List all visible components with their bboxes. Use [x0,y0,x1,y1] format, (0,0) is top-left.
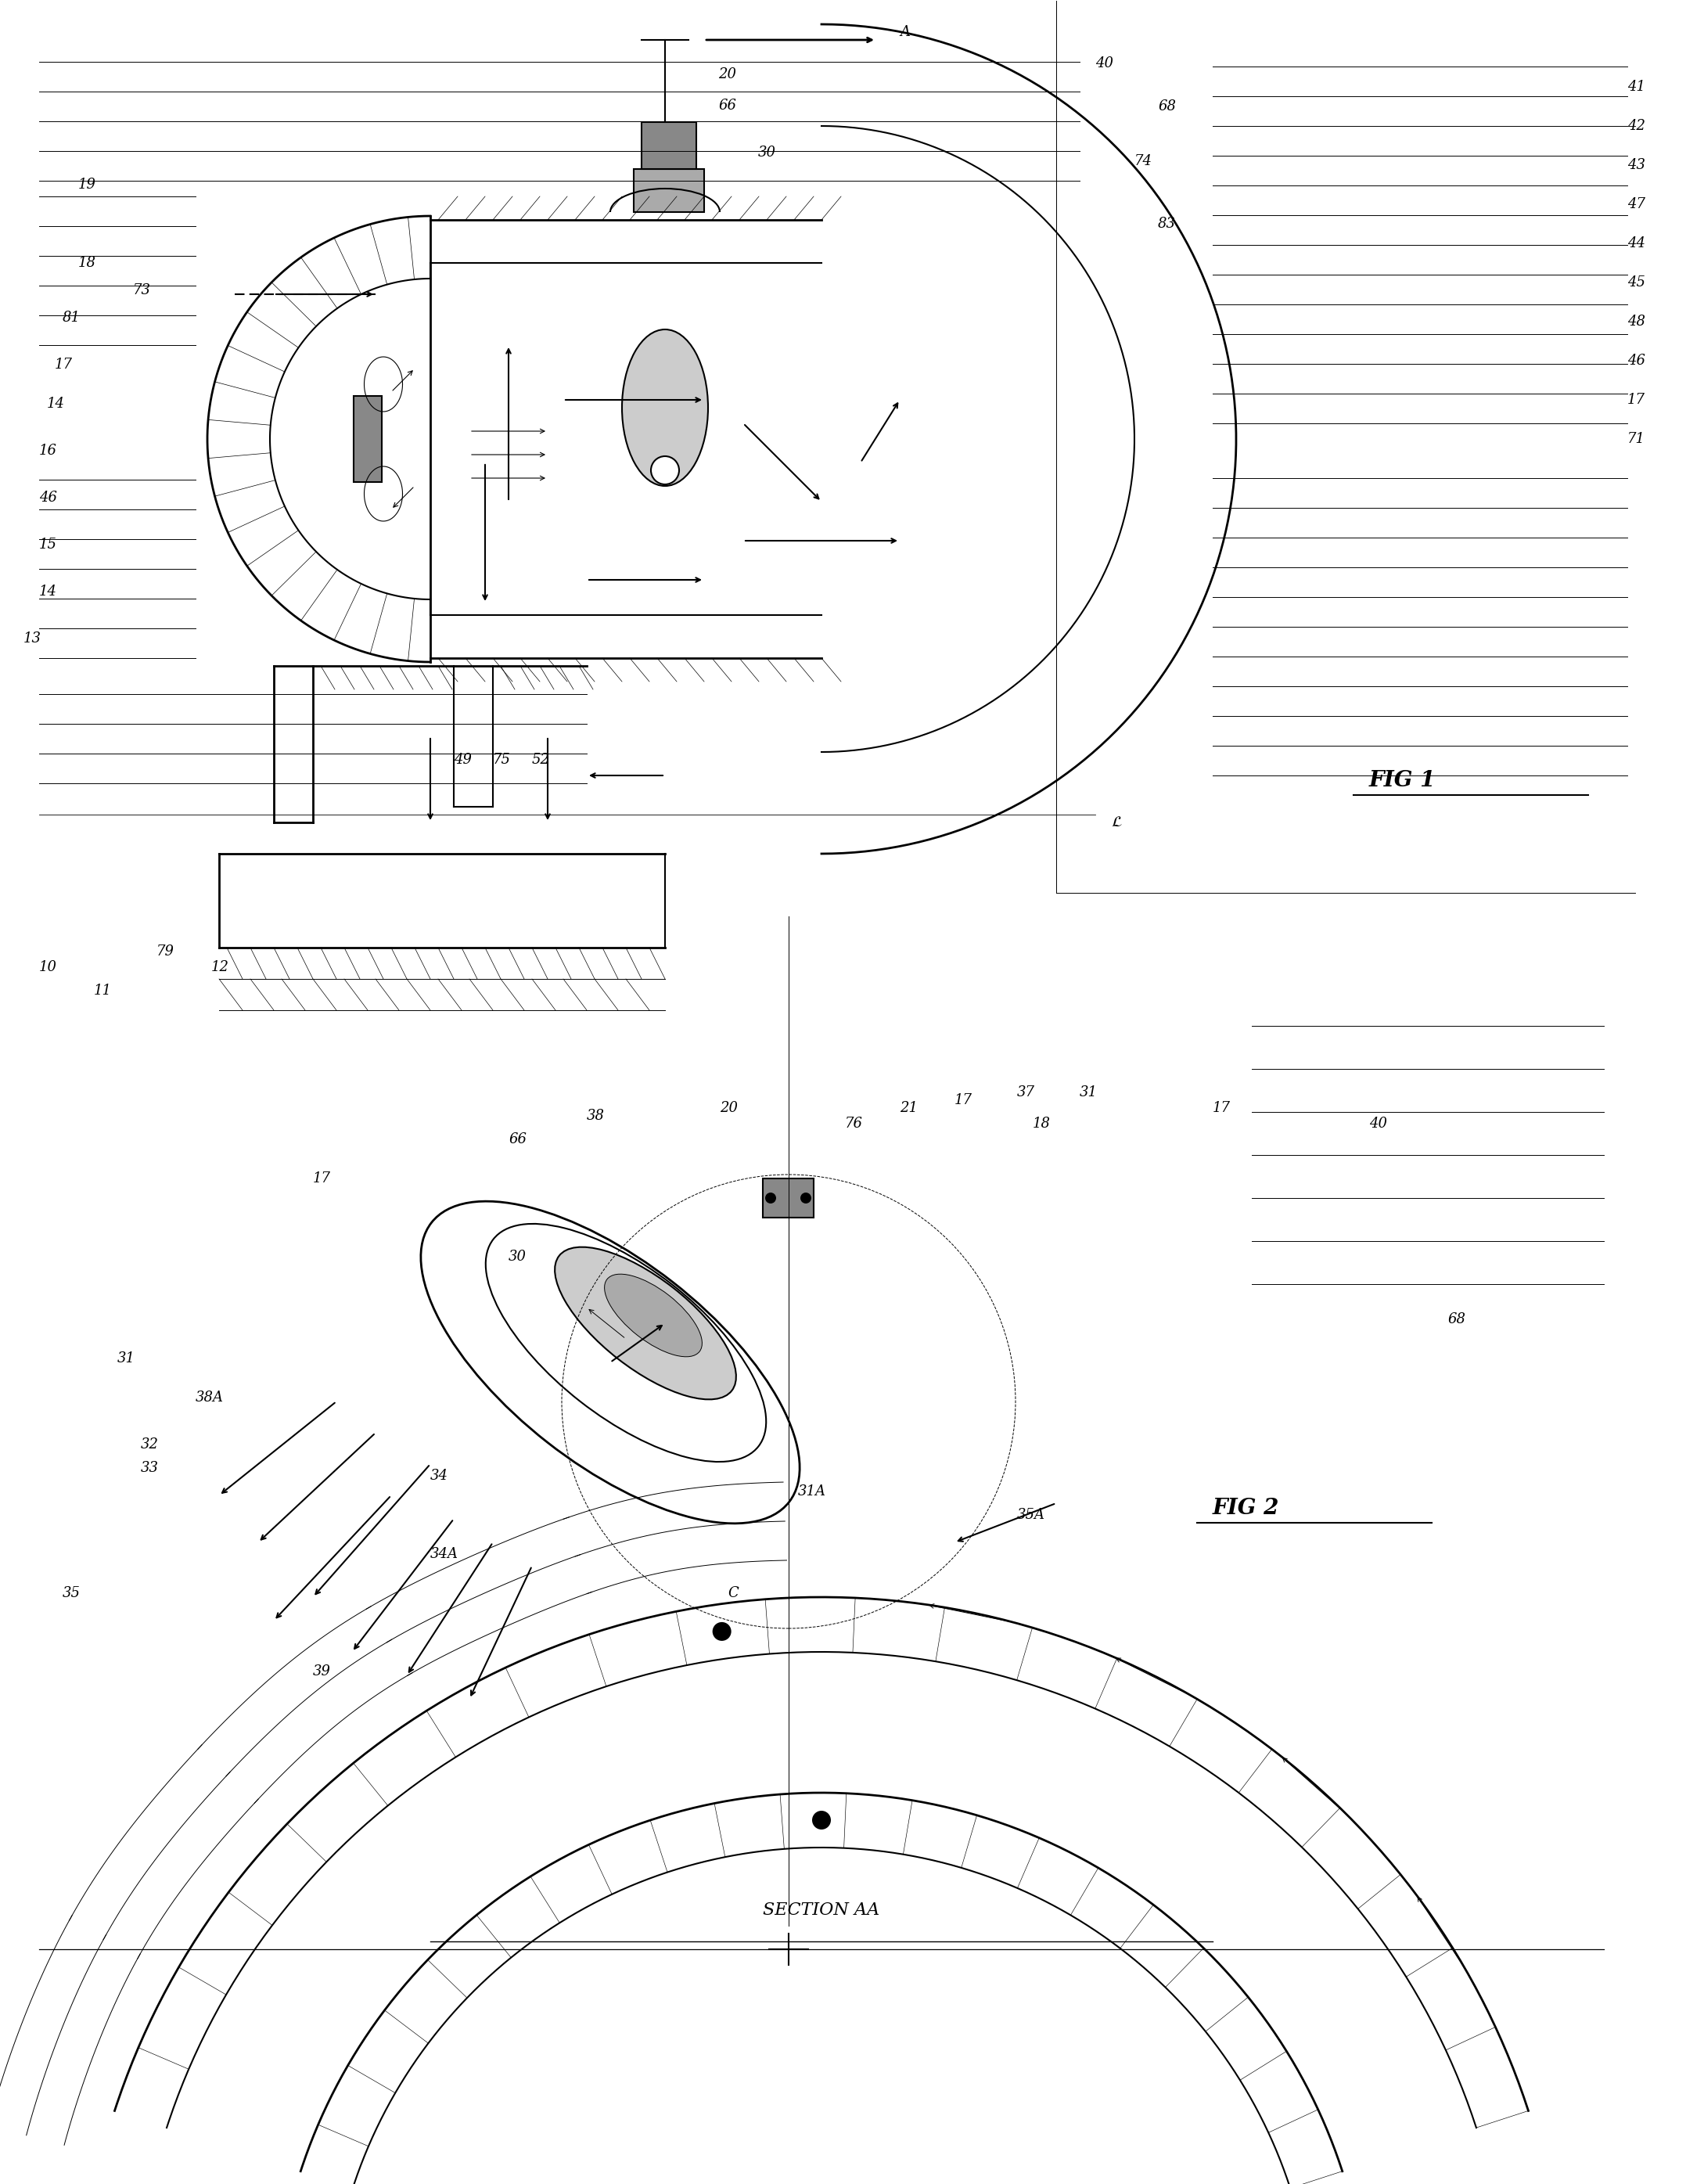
Ellipse shape [622,330,709,487]
Text: 66: 66 [508,1131,527,1147]
Text: 34A: 34A [431,1546,458,1562]
Text: 81: 81 [63,310,80,325]
Text: 35A: 35A [1017,1507,1045,1522]
Text: 19: 19 [78,177,95,192]
Text: 12: 12 [211,961,230,974]
Text: 17: 17 [954,1094,973,1107]
Text: 21: 21 [900,1101,918,1116]
Text: 40: 40 [1096,57,1113,70]
Text: 31: 31 [118,1352,135,1365]
Text: 35: 35 [63,1586,80,1601]
Text: 38: 38 [586,1109,605,1123]
Bar [354,395,382,483]
Text: 40: 40 [1368,1116,1387,1131]
Text: 75: 75 [492,753,511,767]
Text: 46: 46 [39,491,58,505]
Text: 71: 71 [1627,432,1646,446]
Text: 46: 46 [1627,354,1646,367]
Text: $\mathcal{L}$: $\mathcal{L}$ [1111,815,1123,830]
Text: 45: 45 [1627,275,1646,290]
Text: A: A [900,24,910,39]
Text: 68: 68 [1447,1313,1465,1326]
Text: 11: 11 [94,983,112,998]
Circle shape [765,1192,775,1203]
Text: 17: 17 [1213,1101,1230,1116]
Text: 16: 16 [39,443,58,459]
Text: C: C [728,1586,738,1601]
Text: 14: 14 [48,397,65,411]
Text: 14: 14 [39,585,58,598]
Circle shape [813,1811,832,1830]
Text: 13: 13 [24,631,41,646]
Ellipse shape [605,1273,702,1356]
Text: 44: 44 [1627,236,1646,251]
Text: 41: 41 [1627,81,1646,94]
Text: 10: 10 [39,961,58,974]
Text: 17: 17 [1627,393,1646,406]
Text: 20: 20 [719,1101,738,1116]
Text: 47: 47 [1627,197,1646,212]
Text: 83: 83 [1159,216,1176,232]
Bar [763,1179,815,1219]
Text: 18: 18 [78,256,95,271]
Text: 15: 15 [39,537,58,553]
Text: 30: 30 [758,146,775,159]
Text: 42: 42 [1627,118,1646,133]
Circle shape [712,1623,731,1640]
Text: 30: 30 [508,1249,527,1265]
Text: 20: 20 [719,68,736,81]
Text: 38A: 38A [196,1391,223,1404]
Text: 17: 17 [314,1171,331,1186]
Text: FIG 1: FIG 1 [1368,771,1436,791]
Text: 33: 33 [141,1461,158,1474]
Ellipse shape [556,1247,736,1400]
Text: SECTION AA: SECTION AA [763,1902,879,1920]
Text: 73: 73 [133,284,152,297]
Text: 79: 79 [157,943,174,959]
Circle shape [651,456,680,485]
Text: 32: 32 [141,1437,158,1452]
Bar [634,168,704,212]
Text: 52: 52 [532,753,550,767]
Text: 43: 43 [1627,157,1646,173]
Text: 48: 48 [1627,314,1646,328]
Text: 31A: 31A [797,1485,826,1498]
Text: FIG 2: FIG 2 [1213,1498,1280,1518]
Bar [641,122,697,168]
Text: 18: 18 [1033,1116,1051,1131]
Text: 34: 34 [431,1470,448,1483]
Text: 76: 76 [845,1116,862,1131]
Circle shape [801,1192,811,1203]
Text: 49: 49 [453,753,472,767]
Text: 39: 39 [314,1664,331,1679]
Text: 68: 68 [1159,100,1176,114]
Text: 17: 17 [55,358,73,371]
Text: 37: 37 [1017,1085,1034,1099]
Text: 74: 74 [1135,155,1152,168]
Text: 66: 66 [719,98,736,114]
Text: 31: 31 [1080,1085,1097,1099]
